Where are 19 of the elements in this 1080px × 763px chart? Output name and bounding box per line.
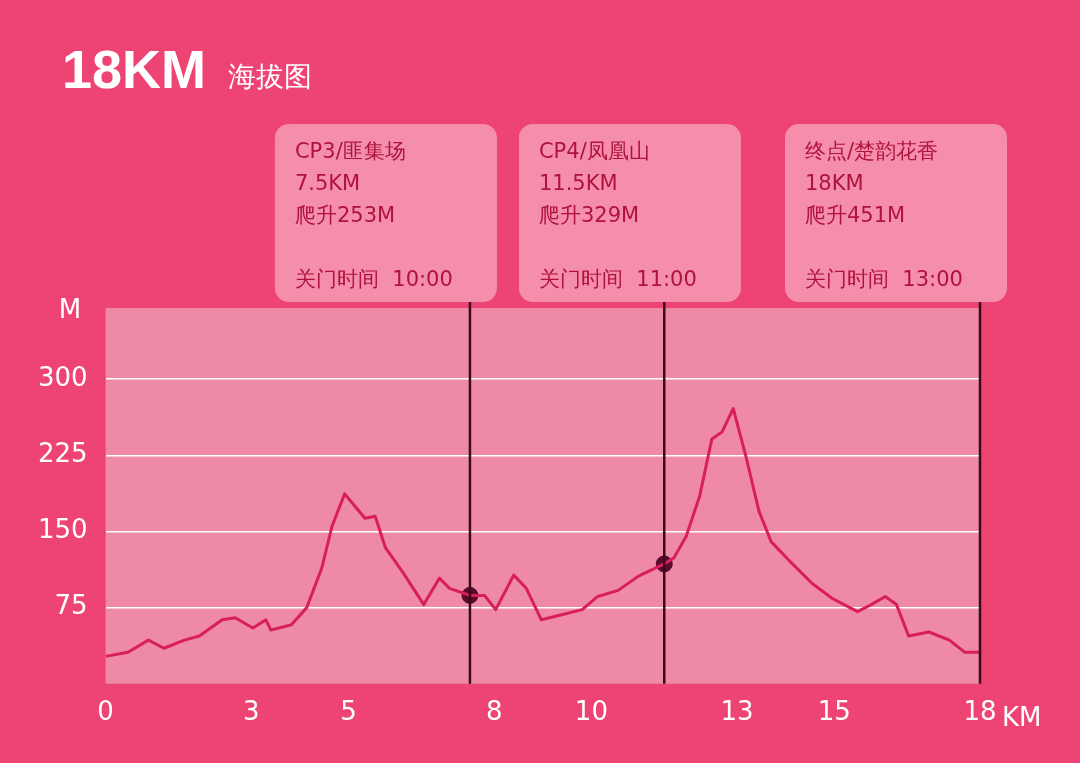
- x-tick-label: 3: [243, 696, 260, 727]
- x-tick-label: 15: [817, 696, 851, 727]
- y-tick-label: 225: [37, 438, 88, 469]
- x-tick-label: 8: [485, 696, 503, 727]
- y-axis-title: M: [58, 294, 82, 324]
- x-tick-label: 13: [720, 696, 754, 727]
- x-tick-label: 5: [340, 696, 357, 727]
- x-tick-label: 18: [963, 696, 997, 727]
- y-tick-label: 150: [37, 514, 88, 545]
- x-axis-title: KM: [1002, 701, 1042, 732]
- text: 终点/楚韵花香 18KM 爬升451M 关门时间 13:00: [805, 139, 963, 291]
- x-tick-label: 0: [97, 696, 114, 727]
- y-tick-label: 75: [54, 590, 88, 621]
- chart-subtitle: 海拔图: [228, 60, 313, 93]
- y-tick-label: 300: [37, 361, 88, 392]
- text: CP4/凤凰山 11.5KM 爬升329M 关门时间 11:00: [538, 139, 697, 291]
- text: CP3/匪集场 7.5KM 爬升253M 关门时间 10:00: [294, 139, 453, 291]
- chart-title: 18KM: [62, 39, 207, 99]
- x-tick-label: 10: [574, 696, 608, 727]
